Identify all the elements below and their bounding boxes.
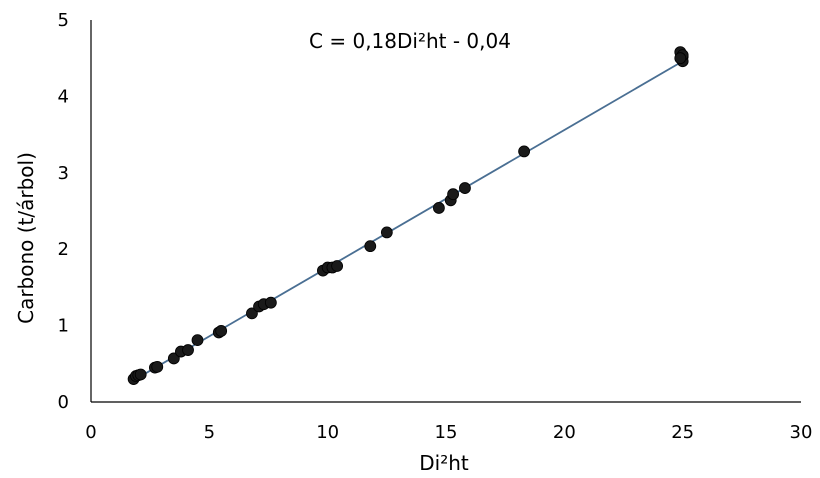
x-tick-label: 5 <box>204 422 215 443</box>
y-tick-label: 4 <box>58 86 69 107</box>
y-tick-labels: 0 1 2 3 4 5 <box>58 10 69 413</box>
x-tick-label: 20 <box>553 422 576 443</box>
x-tick-labels: 0 5 10 15 20 25 30 <box>85 422 812 443</box>
data-point <box>246 307 258 320</box>
data-point <box>459 182 471 194</box>
data-point <box>432 202 445 214</box>
data-point <box>215 325 228 337</box>
data-point <box>364 240 377 253</box>
x-axis-title: Di²ht <box>419 451 469 475</box>
y-axis-title: Carbono (t/árbol) <box>14 152 38 324</box>
y-tick-label: 0 <box>58 392 69 413</box>
data-point <box>674 52 687 65</box>
data-point <box>447 188 460 201</box>
data-point <box>331 260 344 272</box>
y-tick-label: 3 <box>58 163 69 184</box>
trendline-equation: C = 0,18Di²ht - 0,04 <box>309 29 511 53</box>
data-point <box>167 352 180 365</box>
x-tick-label: 10 <box>316 422 339 443</box>
data-point <box>380 226 393 239</box>
data-point <box>134 368 147 381</box>
axes <box>90 20 801 403</box>
x-tick-label: 25 <box>671 422 694 443</box>
x-tick-label: 0 <box>85 422 96 443</box>
x-tick-label: 15 <box>435 422 458 443</box>
data-point <box>182 344 194 356</box>
y-tick-label: 5 <box>58 10 69 31</box>
y-tick-label: 2 <box>58 239 69 260</box>
data-point <box>151 360 164 373</box>
data-point <box>191 334 204 347</box>
data-points <box>127 46 689 385</box>
y-tick-label: 1 <box>58 316 69 337</box>
data-point <box>264 296 277 309</box>
x-tick-label: 30 <box>790 422 813 443</box>
data-point <box>518 145 530 158</box>
